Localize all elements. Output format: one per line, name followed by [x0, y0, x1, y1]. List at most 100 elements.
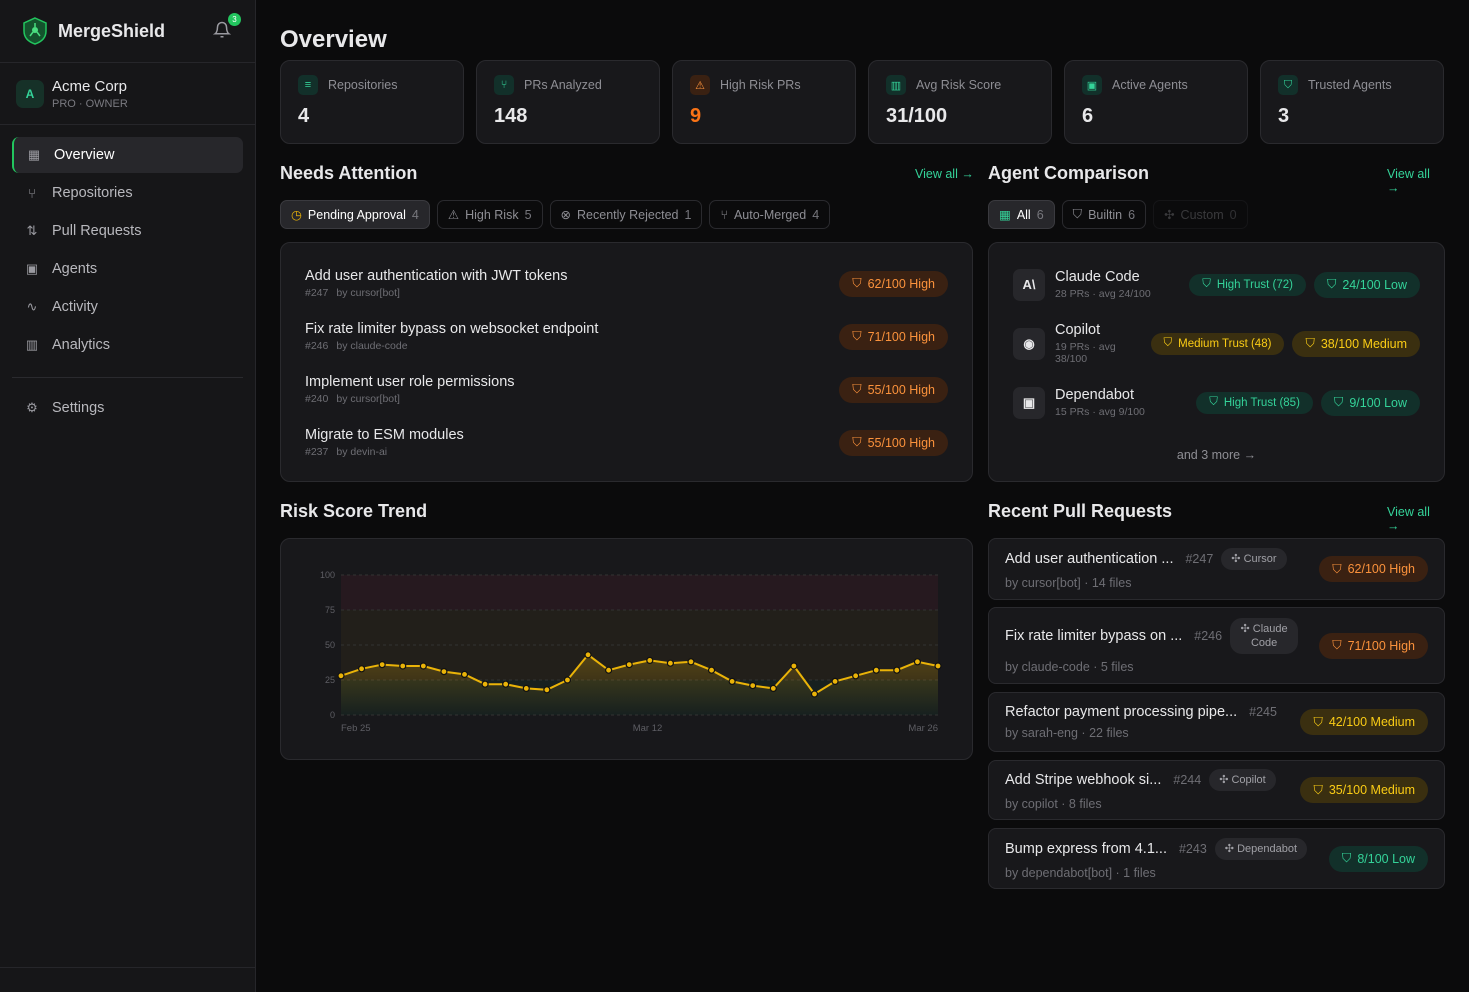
stat-value: 31/100 [886, 105, 948, 127]
shield-check-icon: ⛉ [1278, 75, 1298, 95]
recent-view-all[interactable]: View all → [1387, 505, 1430, 533]
agent-row[interactable]: A\ Claude Code 28 PRs · avg 24/100 ⛉ High T… [989, 255, 1444, 314]
data-point[interactable] [872, 666, 880, 674]
notifications-button[interactable]: 3 [212, 13, 241, 41]
recent-pr-row[interactable]: Add user authentication ... #247 ✣ Cursor b… [988, 538, 1445, 600]
data-point[interactable] [502, 680, 510, 688]
data-point[interactable] [769, 684, 777, 692]
stat-card[interactable]: ⑂ PRs Analyzed 148 [476, 60, 660, 144]
nav-activity[interactable]: ∿ Activity [12, 289, 243, 325]
recent-pr-row[interactable]: Bump express from 4.1... #243 ✣ Dependabot… [988, 828, 1445, 889]
tab-label: High Risk [465, 207, 519, 222]
data-point[interactable] [749, 682, 757, 690]
data-point[interactable] [831, 677, 839, 685]
agent-tab[interactable]: ▦ All 6 [988, 200, 1055, 229]
agent-tab[interactable]: ⛉ Builtin 6 [1061, 200, 1147, 229]
data-point[interactable] [728, 677, 736, 685]
data-point[interactable] [419, 662, 427, 670]
brand: MergeShield 3 [0, 0, 255, 63]
agent-row[interactable]: ◉ Copilot 19 PRs · avg 38/100 ⛉ Medium Trus… [989, 314, 1444, 373]
y-tick-label: 50 [325, 640, 335, 650]
agent-tab[interactable]: ✣ Custom 0 [1153, 200, 1248, 229]
nav-agents[interactable]: ▣ Agents [12, 251, 243, 287]
stat-card[interactable]: ▣ Active Agents 6 [1064, 60, 1248, 144]
nav-overview[interactable]: ▦ Overview [12, 137, 243, 173]
attention-list: Add user authentication with JWT tokens #… [280, 242, 973, 482]
org-avatar: A [16, 79, 44, 108]
attention-item[interactable]: Implement user role permissions #240 by cu… [281, 363, 972, 416]
stat-label: PRs Analyzed [524, 78, 602, 92]
trust-badge: ⛉ Medium Trust (48) [1150, 332, 1285, 355]
attention-view-all[interactable]: View all → [915, 167, 974, 181]
attention-item[interactable]: Add user authentication with JWT tokens #… [281, 257, 972, 310]
nav-label: Activity [52, 299, 98, 315]
data-point[interactable] [687, 658, 695, 666]
tab-count: 4 [812, 207, 820, 222]
attention-tab[interactable]: ⑂ Auto-Merged 4 [709, 200, 831, 229]
y-tick-label: 75 [325, 605, 335, 615]
data-point[interactable] [481, 680, 489, 688]
agent-tag: ✣ Dependabot [1214, 837, 1308, 860]
data-point[interactable] [522, 684, 530, 692]
robot-icon: ▣ [1013, 386, 1045, 419]
data-point[interactable] [666, 659, 674, 667]
needs-attention-title: Needs Attention [280, 163, 418, 183]
attention-tab[interactable]: ◷ Pending Approval 4 [280, 200, 430, 229]
risk-score: 55/100 High [867, 382, 935, 397]
recent-pr-row[interactable]: Add Stripe webhook si... #244 ✣ Copilot by … [988, 760, 1445, 820]
data-point[interactable] [543, 686, 551, 694]
data-point[interactable] [378, 660, 386, 669]
attention-item[interactable]: Fix rate limiter bypass on websocket end… [281, 310, 972, 363]
nav-repositories[interactable]: ⑂ Repositories [12, 175, 243, 211]
data-point[interactable] [440, 668, 448, 676]
nav-divider [12, 377, 243, 378]
attention-item[interactable]: Migrate to ESM modules #237 by devin-ai ⛉ 55… [281, 416, 972, 469]
data-point[interactable] [934, 662, 942, 670]
data-point[interactable] [563, 676, 572, 684]
data-point[interactable] [460, 670, 469, 678]
nav-analytics[interactable]: ▥ Analytics [12, 327, 243, 363]
data-point[interactable] [399, 662, 407, 670]
stat-card[interactable]: ⚠ High Risk PRs 9 [672, 60, 856, 144]
nav-settings[interactable]: ⚙ Settings [12, 390, 243, 426]
risk-score: 38/100 Medium [1320, 336, 1407, 351]
attention-tab[interactable]: ⊗ Recently Rejected 1 [549, 200, 703, 229]
stat-card[interactable]: ⛉ Trusted Agents 3 [1260, 60, 1444, 144]
org-switcher[interactable]: A Acme Corp PRO · OWNER [0, 63, 255, 125]
data-point[interactable] [605, 666, 613, 674]
data-point[interactable] [625, 660, 633, 669]
data-point[interactable] [852, 672, 860, 680]
data-point[interactable] [707, 666, 716, 674]
data-point[interactable] [810, 690, 819, 698]
tab-label: Recently Rejected [577, 207, 679, 222]
data-point[interactable] [337, 672, 345, 680]
attention-tab[interactable]: ⚠ High Risk 5 [436, 200, 543, 229]
data-point[interactable] [646, 656, 654, 665]
notification-count: 3 [228, 13, 241, 26]
more-agents-link[interactable]: and 3 more → [1176, 448, 1257, 462]
nav-pull-requests[interactable]: ⇅ Pull Requests [12, 213, 243, 249]
risk-badge: ⛉ 62/100 High [1319, 556, 1428, 582]
recent-pr-row[interactable]: Refactor payment processing pipe... #245 b… [988, 692, 1445, 752]
data-point[interactable] [584, 651, 592, 659]
y-tick-label: 0 [330, 710, 335, 720]
agent-row[interactable]: ▣ Dependabot 15 PRs · avg 9/100 ⛉ High Trus… [989, 373, 1444, 432]
bell-icon [212, 21, 232, 38]
recent-pr-row[interactable]: Fix rate limiter bypass on ... #246 ✣ Clau… [988, 607, 1445, 684]
stat-card[interactable]: ≡ Repositories 4 [280, 60, 464, 144]
shield-icon: ⛉ [852, 435, 862, 449]
agents-view-all[interactable]: View all → [1387, 167, 1430, 195]
bot-icon: ▣ [1082, 75, 1102, 95]
data-point[interactable] [357, 665, 366, 673]
shield-icon: ⛉ [852, 382, 862, 396]
shield-logo-icon [23, 17, 47, 45]
pr-title: Add Stripe webhook si... [1005, 772, 1162, 788]
risk-score: 9/100 Low [1349, 395, 1407, 410]
stat-card[interactable]: ▥ Avg Risk Score 31/100 [868, 60, 1052, 144]
pr-number: #237 [305, 446, 329, 458]
data-point[interactable] [790, 662, 798, 670]
data-point[interactable] [913, 658, 922, 666]
pr-author: by devin-ai [336, 446, 388, 458]
data-point[interactable] [893, 666, 901, 674]
nav-label: Analytics [52, 337, 111, 353]
